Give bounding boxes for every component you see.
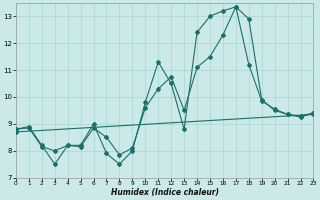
X-axis label: Humidex (Indice chaleur): Humidex (Indice chaleur) bbox=[111, 188, 219, 197]
